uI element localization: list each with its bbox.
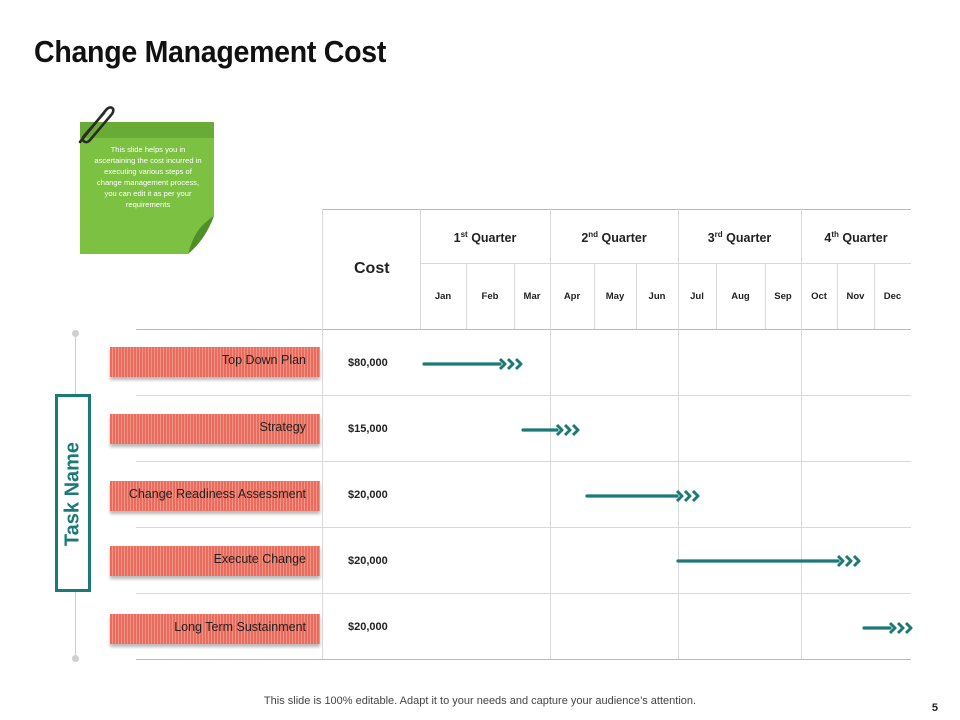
month-divider: [636, 263, 637, 329]
task-label: Strategy: [259, 420, 306, 434]
row-divider: [136, 395, 911, 396]
row-divider: [136, 527, 911, 528]
paperclip-icon: [78, 106, 115, 144]
footer-note: This slide is 100% editable. Adapt it to…: [263, 695, 697, 707]
month-label: Sep: [774, 291, 792, 302]
timeline-arrow-icon: [676, 554, 861, 568]
spine-dot: [72, 330, 79, 337]
month-divider: [765, 263, 766, 329]
month-label: Oct: [811, 291, 827, 302]
task-name-box: [55, 394, 91, 592]
month-label: Dec: [883, 291, 902, 302]
month-label: Jul: [690, 291, 704, 302]
cost-value: $80,000: [348, 357, 388, 369]
month-divider: [716, 263, 717, 329]
page-number: 5: [931, 702, 938, 714]
note-text: This slide helps you in ascertaining the…: [94, 145, 202, 209]
month-divider: [874, 263, 875, 329]
quarter-divider-v: [801, 209, 802, 659]
row-divider: [136, 461, 911, 462]
month-label: Aug: [731, 291, 750, 302]
table-bottom-border: [136, 659, 911, 660]
task-bar: Execute Change: [110, 546, 320, 576]
cost-header: Cost: [354, 260, 390, 277]
task-label: Top Down Plan: [221, 353, 306, 367]
task-label: Change Readiness Assessment: [128, 487, 306, 501]
quarter-header: 1st Quarter: [453, 230, 517, 246]
quarter-divider-v: [550, 209, 551, 659]
timeline-arrow-icon: [521, 423, 580, 437]
month-label: Feb: [481, 291, 499, 302]
task-bar: Long Term Sustainment: [110, 614, 320, 644]
month-label: Nov: [846, 291, 865, 302]
month-divider: [594, 263, 595, 329]
quarter-header: 3rd Quarter: [707, 230, 772, 246]
timeline-arrow-icon: [585, 489, 700, 503]
month-divider: [837, 263, 838, 329]
cost-value: $15,000: [348, 423, 388, 435]
timeline-arrow-icon: [862, 621, 913, 635]
header-bottom-border: [136, 329, 911, 330]
month-label: May: [605, 291, 625, 302]
month-label: Apr: [563, 291, 581, 302]
task-bar: Strategy: [110, 414, 320, 444]
task-label: Execute Change: [213, 552, 306, 566]
task-bar: Change Readiness Assessment: [110, 481, 320, 511]
quarter-header: 2nd Quarter: [581, 230, 647, 246]
cost-value: $20,000: [348, 555, 388, 567]
slide-title: Change Management Cost: [34, 34, 387, 69]
task-label: Long Term Sustainment: [174, 620, 306, 634]
cost-value: $20,000: [348, 489, 388, 501]
quarter-divider: [420, 263, 911, 264]
quarter-header: 4th Quarter: [824, 230, 888, 246]
timeline-arrow-icon: [422, 357, 523, 371]
spine-dot: [72, 655, 79, 662]
cost-column-border: [322, 209, 323, 659]
cost-value: $20,000: [348, 621, 388, 633]
sticky-note: [80, 122, 214, 254]
month-label: Jun: [648, 291, 666, 302]
month-divider: [466, 263, 467, 329]
task-name-label: Task Name: [61, 441, 84, 547]
quarter-divider-v: [678, 209, 679, 659]
task-bar: Top Down Plan: [110, 347, 320, 377]
row-divider: [136, 593, 911, 594]
quarter-divider-v: [420, 209, 421, 329]
table-top-border: [322, 209, 911, 210]
month-divider: [514, 263, 515, 329]
month-label: Jan: [434, 291, 452, 302]
month-label: Mar: [523, 291, 541, 302]
